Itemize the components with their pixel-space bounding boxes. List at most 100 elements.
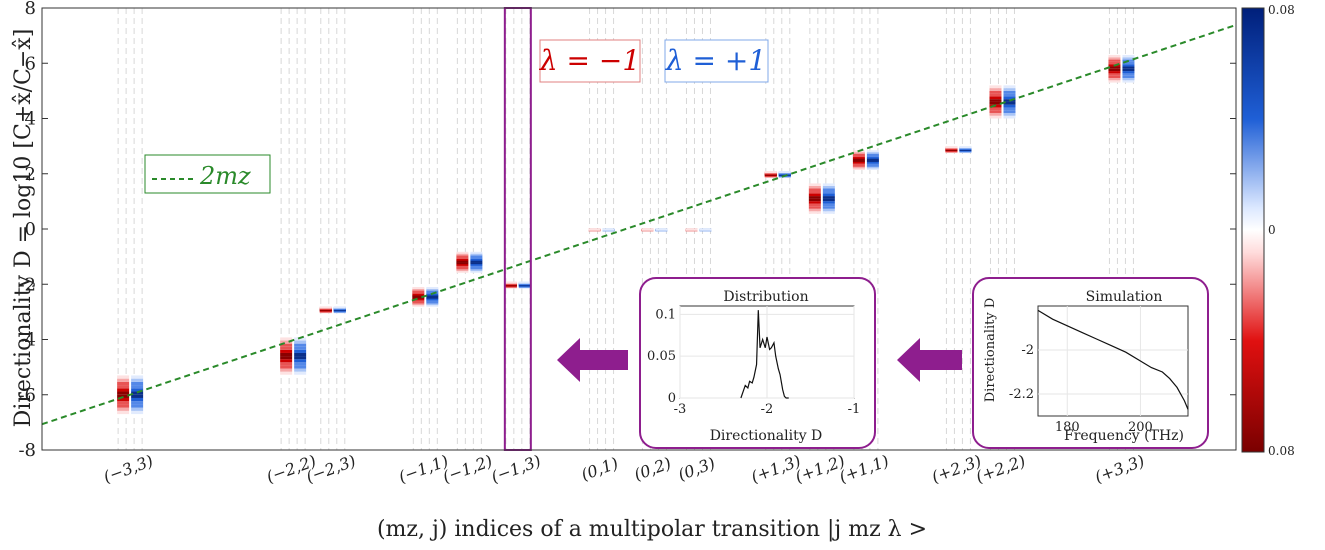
cell-lambda-plus <box>426 301 439 304</box>
cell-lambda-minus <box>852 153 865 156</box>
inset-simulation-ytick: -2 <box>1021 343 1034 358</box>
cell-lambda-minus <box>280 340 293 344</box>
cell-lambda-plus <box>1003 101 1016 105</box>
cell-lambda-minus <box>412 298 425 301</box>
cell-lambda-plus <box>518 281 531 284</box>
cell-lambda-plus <box>1003 85 1016 89</box>
cell-lambda-minus <box>852 163 865 166</box>
x-tick-label: (−3,3) <box>101 451 156 486</box>
cell-lambda-minus <box>280 359 293 363</box>
cell-lambda-minus <box>989 115 1002 119</box>
inset-simulation-ylabel: Directionality D <box>983 298 998 403</box>
cell-lambda-minus <box>808 185 821 189</box>
cell-lambda-plus <box>470 258 483 261</box>
cell-lambda-minus <box>989 96 1002 100</box>
cell-lambda-plus <box>470 251 483 254</box>
cell-lambda-minus <box>1108 71 1121 74</box>
cell-lambda-plus <box>426 303 439 306</box>
inset-distribution-xtick: -2 <box>761 402 774 417</box>
cell-lambda-minus <box>852 156 865 159</box>
cell-lambda-minus <box>412 301 425 304</box>
cell-lambda-minus <box>456 256 469 259</box>
x-axis-label: (mz, j) indices of a multipolar transiti… <box>377 517 927 542</box>
inset-simulation-xlabel: Frequency (THz) <box>1064 428 1184 444</box>
inset-distribution-xtick: -3 <box>674 402 687 417</box>
cell-lambda-plus <box>294 349 307 353</box>
cell-lambda-minus <box>1108 68 1121 72</box>
cell-lambda-minus <box>117 375 130 379</box>
cell-lambda-plus <box>131 378 144 382</box>
cell-lambda-plus <box>470 270 483 273</box>
cell-lambda-plus <box>655 228 668 231</box>
cell-lambda-minus <box>412 291 425 294</box>
cell-lambda-minus <box>412 299 425 302</box>
cell-lambda-minus <box>117 401 130 405</box>
inset-distribution-title: Distribution <box>723 289 808 305</box>
cell-lambda-minus <box>852 159 865 162</box>
x-tick-label: (0,3) <box>676 453 718 484</box>
cell-lambda-minus <box>808 208 821 212</box>
cell-lambda-minus <box>117 391 130 395</box>
cell-lambda-minus <box>1108 66 1121 69</box>
cell-lambda-minus <box>117 410 130 415</box>
cell-lambda-plus <box>1122 80 1135 83</box>
cell-lambda-plus <box>131 381 144 386</box>
cell-lambda-minus <box>1108 57 1121 60</box>
x-tick-label: (0,1) <box>579 453 621 484</box>
cell-lambda-plus <box>1003 115 1016 119</box>
cell-lambda-plus <box>822 208 835 212</box>
cell-lambda-plus <box>866 158 879 161</box>
cell-lambda-minus <box>117 381 130 386</box>
cell-lambda-plus <box>333 306 346 309</box>
cell-lambda-minus <box>685 228 698 231</box>
cell-lambda-plus <box>822 203 835 207</box>
cell-lambda-minus <box>280 371 293 375</box>
cell-lambda-plus <box>470 262 483 265</box>
cell-lambda-plus <box>426 298 439 301</box>
cell-lambda-minus <box>117 388 130 392</box>
cell-lambda-minus <box>456 255 469 258</box>
cell-lambda-minus <box>808 196 821 199</box>
cell-lambda-plus <box>426 295 439 298</box>
cell-lambda-plus <box>866 155 879 158</box>
legend-red-box <box>539 39 641 83</box>
cell-lambda-minus <box>808 198 821 202</box>
cell-lambda-minus <box>989 88 1002 91</box>
legend-blue-box <box>664 39 769 83</box>
colorbar-top-label: 0.08 <box>1268 3 1295 17</box>
inset-simulation-xtick: 200 <box>1128 420 1153 435</box>
cell-lambda-plus <box>602 228 615 231</box>
cell-lambda-minus <box>412 295 425 298</box>
colorbar <box>1241 7 1265 453</box>
inset-simulation-ytick: -2.2 <box>1009 387 1034 402</box>
cell-lambda-plus <box>294 371 307 375</box>
cell-lambda-plus <box>294 368 307 372</box>
colorbar-bottom-label: 0.08 <box>1268 444 1295 458</box>
cell-lambda-minus <box>588 228 601 231</box>
y-tick-label: 0 <box>25 219 36 240</box>
cell-lambda-plus <box>426 288 439 291</box>
cell-lambda-plus <box>1122 61 1135 65</box>
cell-lambda-plus <box>1122 57 1135 60</box>
cell-lambda-plus <box>426 290 439 293</box>
cell-lambda-minus <box>456 251 469 254</box>
cell-lambda-minus <box>456 263 469 266</box>
cell-lambda-minus <box>989 110 1002 113</box>
cell-lambda-minus <box>280 352 293 357</box>
cell-lambda-minus <box>280 343 293 347</box>
cell-lambda-plus <box>822 196 835 199</box>
cell-lambda-plus <box>131 375 144 379</box>
x-axis: (−3,3) (−2,2)(−2,3) (−1,1)(−1,2)(−1,3) (0,1… <box>101 451 1147 486</box>
cell-lambda-minus <box>1108 80 1121 83</box>
cell-lambda-plus <box>426 287 439 290</box>
cell-lambda-minus <box>852 151 865 154</box>
cell-lambda-minus <box>117 385 130 389</box>
cell-lambda-minus <box>1108 77 1121 81</box>
cell-lambda-plus <box>822 185 835 189</box>
cell-lambda-plus <box>822 191 835 194</box>
cell-lambda-minus <box>412 290 425 293</box>
y-tick-label: -4 <box>18 330 36 351</box>
cell-lambda-minus <box>412 288 425 291</box>
cell-lambda-minus <box>808 201 821 204</box>
